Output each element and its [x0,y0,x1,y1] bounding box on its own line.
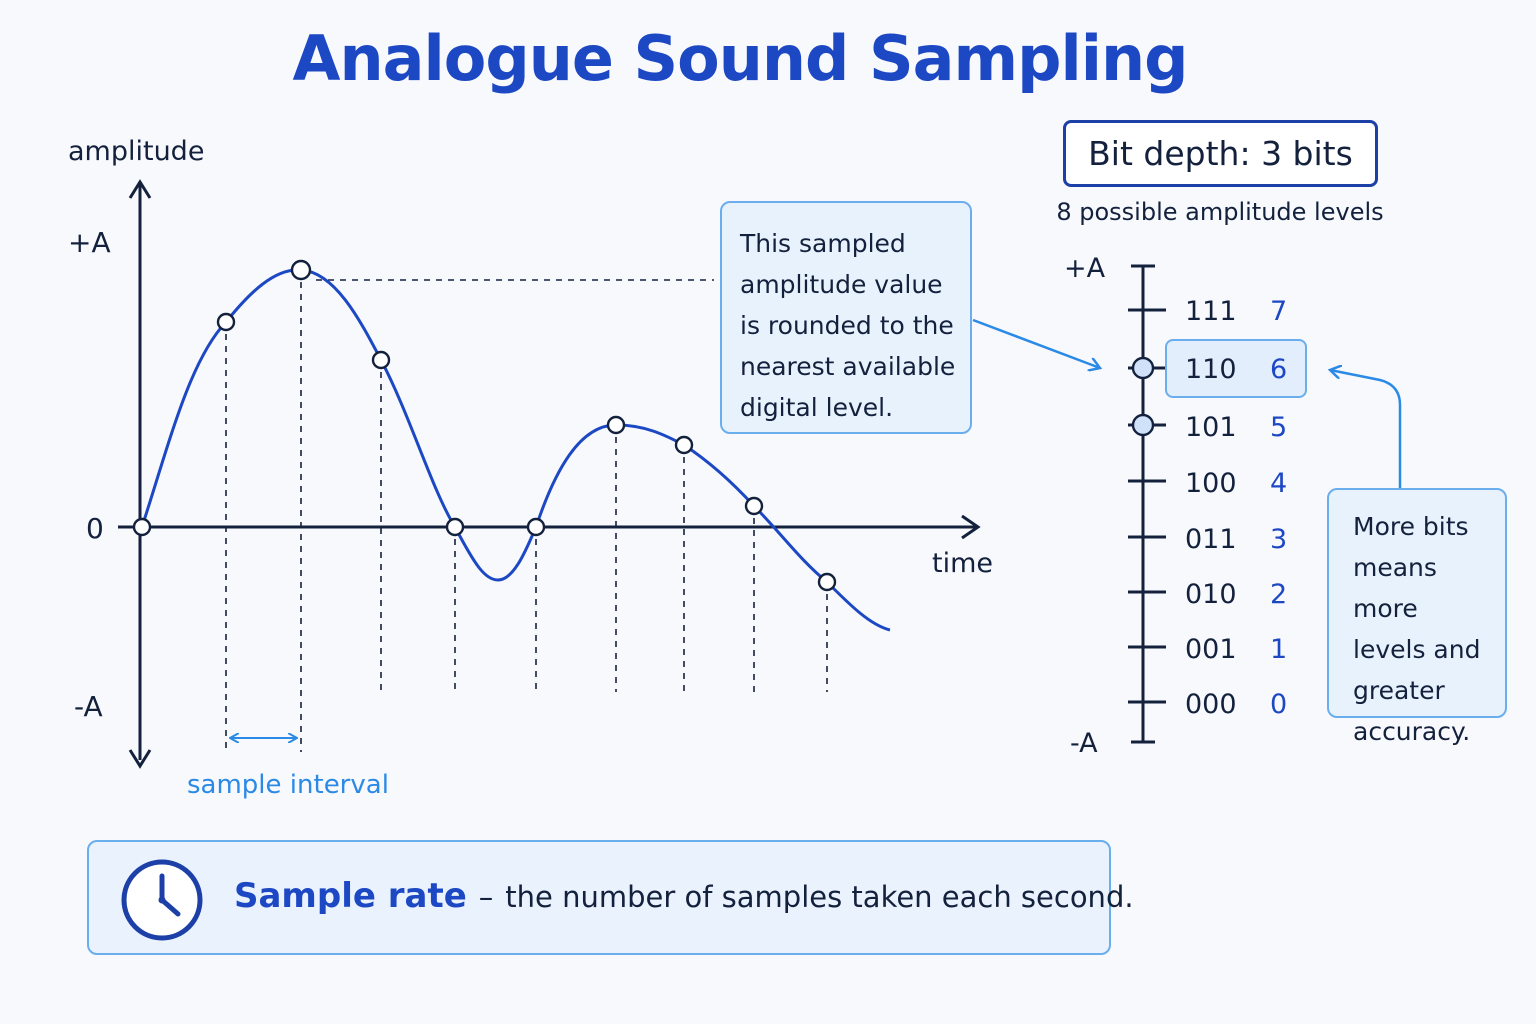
level-marker [1131,413,1155,437]
accuracy-callout: More bits means more levels and greater … [1327,488,1507,746]
y-axis-down-arrow [128,749,152,769]
level-binary: 111 [1185,296,1237,327]
x-axis-label: time [932,548,993,579]
sample-point [744,496,764,516]
level-binary: 110 [1185,354,1237,385]
sample-point [526,517,546,537]
y-tick-top: +A [68,226,111,259]
y-tick-bottom: -A [74,690,103,723]
sample-point [216,312,236,332]
page-title: Analogue Sound Sampling [292,22,1189,95]
level-binary: 011 [1185,524,1237,555]
level-decimal: 4 [1270,468,1287,499]
sample-point [290,259,312,281]
sample-point [445,517,465,537]
accuracy-arrow [1330,370,1402,488]
level-binary: 000 [1185,689,1237,720]
level-labels: 111 7 110 6 101 5 100 4 011 3 010 2 001 … [1185,296,1287,720]
sample-point [817,572,837,592]
level-marker [1131,356,1155,380]
level-decimal: 7 [1270,296,1287,327]
level-decimal: 2 [1270,579,1287,610]
rounding-callout: This sampled amplitude value is rounded … [720,201,972,434]
highlighted-level-box [1165,339,1307,398]
clock-icon [121,859,203,941]
scale-bottom-label: -A [1070,728,1098,759]
sample-rate-separator: – [478,880,494,914]
level-binary: 001 [1185,634,1237,665]
y-axis-label: amplitude [68,136,204,167]
level-decimal: 6 [1270,354,1287,385]
sample-points [132,259,837,592]
level-binary: 010 [1185,579,1237,610]
sample-interval-label: sample interval [187,770,389,800]
sample-lines [225,270,828,752]
level-binary: 101 [1185,412,1237,443]
rounding-arrow [972,318,1100,368]
sample-point [674,435,694,455]
sample-point [371,350,391,370]
y-tick-zero: 0 [86,512,104,545]
sample-rate-definition: the number of samples taken each second. [505,880,1134,914]
y-axis-up-arrow [128,179,152,199]
sample-point [132,517,152,537]
levels-caption: 8 possible amplitude levels [1056,198,1384,226]
level-decimal: 5 [1270,412,1287,443]
sample-rate-term: Sample rate [234,876,467,916]
level-decimal: 3 [1270,524,1287,555]
sample-point [606,415,626,435]
sample-rate-text: Sample rate – the number of samples taken … [234,876,1134,916]
level-binary: 100 [1185,468,1237,499]
bit-depth-label: Bit depth: 3 bits [1063,120,1378,187]
x-axis-arrow [961,514,981,540]
level-decimal: 0 [1270,689,1287,720]
sample-rate-box [87,840,1111,955]
scale-top-label: +A [1064,253,1106,284]
level-decimal: 1 [1270,634,1287,665]
